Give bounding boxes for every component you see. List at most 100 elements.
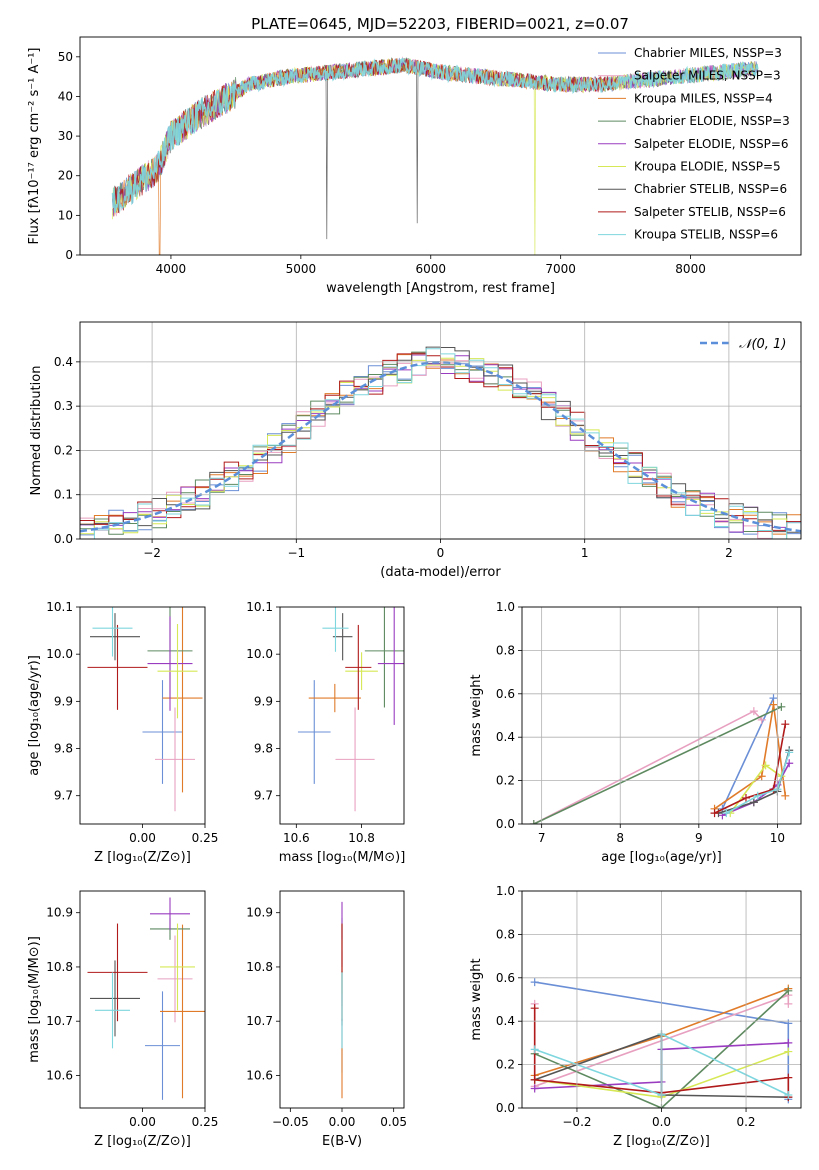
weight-vs-z-xtick-label: 0.0 bbox=[652, 1115, 671, 1129]
age-vs-mass-ytick-label: 9.9 bbox=[254, 694, 273, 708]
weight-vs-age-ylabel: mass weight bbox=[469, 674, 484, 756]
weight-vs-z-xlabel: Z [log₁₀(Z/Z⊙)] bbox=[613, 1134, 710, 1149]
spectrum-ylabel: Flux [fλ10⁻¹⁷ erg cm⁻² s⁻¹ A⁻¹] bbox=[27, 48, 42, 245]
weight-vs-age-series-marker bbox=[777, 702, 786, 711]
weight-vs-age-series-marker bbox=[757, 715, 766, 724]
weight-vs-z-ylabel: mass weight bbox=[469, 958, 484, 1040]
weight-vs-age-xtick-label: 9 bbox=[695, 831, 703, 845]
mass-vs-ebv-xtick-label: 0.00 bbox=[329, 1115, 356, 1129]
weight-vs-z-series-marker bbox=[784, 999, 793, 1008]
spectrum-legend-label: Salpeter MILES, NSSP=3 bbox=[634, 69, 781, 83]
mass-vs-z-xtick-label: 0.25 bbox=[192, 1115, 219, 1129]
spectrum-xlabel: wavelength [Angstrom, rest frame] bbox=[326, 281, 555, 296]
age-vs-z-ytick-label: 9.9 bbox=[54, 694, 73, 708]
weight-vs-z-series-marker bbox=[784, 1038, 793, 1047]
weight-vs-age-series-line bbox=[714, 704, 787, 810]
age-vs-mass-xtick-label: 10.8 bbox=[348, 831, 375, 845]
weight-vs-age-ytick-label: 0.8 bbox=[496, 643, 515, 657]
weight-vs-age-series-marker bbox=[781, 791, 790, 800]
weight-vs-z-ytick-label: 0.8 bbox=[496, 927, 515, 941]
mass-vs-z-axes-frame bbox=[79, 890, 206, 1109]
residuals-ytick-label: 0.2 bbox=[54, 443, 73, 457]
age-vs-z-plot-area bbox=[87, 607, 203, 812]
weight-vs-z-axes-frame bbox=[521, 890, 802, 1109]
residuals-xtick-label: 0 bbox=[437, 546, 445, 560]
mass-vs-ebv-xtick-label: 0.05 bbox=[380, 1115, 407, 1129]
weight-vs-age-series-line bbox=[721, 697, 775, 810]
mass-vs-z-ylabel: mass [log₁₀(M/M⊙)] bbox=[27, 936, 42, 1063]
weight-vs-age-ytick-label: 1.0 bbox=[496, 600, 515, 614]
spectrum-xtick-label: 6000 bbox=[415, 262, 446, 276]
weight-vs-age-series-marker bbox=[749, 798, 758, 807]
weight-vs-z-series-marker bbox=[784, 1047, 793, 1056]
age-vs-z-xtick-label: 0.00 bbox=[129, 831, 156, 845]
age-vs-mass-ytick-label: 9.7 bbox=[254, 789, 273, 803]
weight-vs-age-plot-area bbox=[529, 694, 794, 824]
weight-vs-age-series-marker bbox=[781, 720, 790, 729]
spectrum-plot-area bbox=[111, 56, 759, 255]
age-vs-mass-ytick-label: 10.1 bbox=[246, 600, 273, 614]
spectrum-axes-frame bbox=[79, 36, 802, 256]
age-vs-mass-plot-area bbox=[297, 607, 404, 812]
weight-vs-age-series-line bbox=[725, 752, 790, 814]
weight-vs-age-series-marker bbox=[710, 809, 719, 818]
weight-vs-age-ytick-label: 0.0 bbox=[496, 817, 515, 831]
mass-vs-ebv-ytick-label: 10.9 bbox=[246, 906, 273, 920]
spectrum-series-line bbox=[112, 59, 617, 255]
weight-vs-age-series-marker bbox=[749, 707, 758, 716]
residuals-ylabel: Normed distribution bbox=[29, 366, 44, 496]
residuals-ytick-label: 0.4 bbox=[54, 355, 73, 369]
residuals-ytick-label: 0.0 bbox=[54, 532, 73, 546]
mass-vs-z-plot-area bbox=[87, 897, 205, 1100]
age-vs-mass-xlabel: mass [log₁₀(M/M⊙)] bbox=[279, 850, 406, 865]
mass-vs-z-ytick-label: 10.8 bbox=[46, 960, 73, 974]
weight-vs-age-xtick-label: 10 bbox=[770, 831, 785, 845]
spectrum-legend-label: Kroupa ELODIE, NSSP=5 bbox=[634, 160, 781, 174]
spectrum-legend-label: Chabrier ELODIE, NSSP=3 bbox=[634, 114, 790, 128]
mass-vs-ebv-ytick-label: 10.6 bbox=[246, 1068, 273, 1082]
weight-vs-z-xtick-label: 0.2 bbox=[736, 1115, 755, 1129]
mass-vs-ebv-ytick-label: 10.8 bbox=[246, 960, 273, 974]
weight-vs-age-series-marker bbox=[757, 772, 766, 781]
age-vs-z-ytick-label: 9.8 bbox=[54, 742, 73, 756]
age-vs-z-axes-frame bbox=[79, 606, 206, 825]
spectrum-xtick-label: 8000 bbox=[675, 262, 706, 276]
weight-vs-z-ytick-label: 0.6 bbox=[496, 971, 515, 985]
mass-vs-ebv-axes-frame bbox=[279, 890, 405, 1109]
weight-vs-z-series-marker bbox=[784, 1019, 793, 1028]
residuals-xtick-label: −1 bbox=[287, 546, 305, 560]
residuals-xtick-label: −2 bbox=[143, 546, 161, 560]
weight-vs-age-series-marker bbox=[761, 761, 770, 770]
age-vs-mass-ytick-label: 9.8 bbox=[254, 742, 273, 756]
age-vs-mass-xtick-label: 10.6 bbox=[283, 831, 310, 845]
weight-vs-z-ytick-label: 0.2 bbox=[496, 1058, 515, 1072]
weight-vs-z-series-marker bbox=[530, 1084, 539, 1093]
spectrum-legend-label: Chabrier STELIB, NSSP=6 bbox=[634, 182, 787, 196]
weight-vs-z-series-marker bbox=[784, 986, 793, 995]
residuals-legend-label: 𝒩(0, 1) bbox=[739, 337, 786, 352]
mass-vs-z-xlabel: Z [log₁₀(Z/Z⊙)] bbox=[94, 1134, 191, 1149]
spectrum-xtick-label: 7000 bbox=[545, 262, 576, 276]
spectrum-series-line bbox=[111, 57, 759, 214]
weight-vs-z-series-marker bbox=[530, 1075, 539, 1084]
spectrum-title: PLATE=0645, MJD=52203, FIBERID=0021, z=0… bbox=[251, 15, 629, 33]
spectrum-ytick-label: 20 bbox=[58, 169, 73, 183]
weight-vs-z-xtick-label: −0.2 bbox=[562, 1115, 591, 1129]
spectrum-series-line bbox=[112, 58, 759, 255]
weight-vs-age-series-marker bbox=[741, 793, 750, 802]
spectrum-ytick-label: 10 bbox=[58, 208, 73, 222]
spectrum-legend-label: Kroupa STELIB, NSSP=6 bbox=[634, 228, 778, 242]
residuals-ytick-label: 0.3 bbox=[54, 399, 73, 413]
spectrum-legend-label: Chabrier MILES, NSSP=3 bbox=[634, 46, 782, 60]
age-vs-z-ylabel: age [log₁₀(age/yr)] bbox=[27, 655, 42, 776]
mass-vs-ebv-xlabel: E(B-V) bbox=[322, 1134, 362, 1149]
residuals-xtick-label: 1 bbox=[581, 546, 589, 560]
mass-vs-ebv-ytick-label: 10.7 bbox=[246, 1014, 273, 1028]
mass-vs-ebv-xtick-label: −0.05 bbox=[272, 1115, 309, 1129]
spectrum-legend-label: Salpeter ELODIE, NSSP=6 bbox=[634, 137, 789, 151]
residuals-xlabel: (data-model)/error bbox=[380, 565, 501, 580]
weight-vs-z-series-marker bbox=[784, 1090, 793, 1099]
age-vs-mass-ytick-label: 10.0 bbox=[246, 647, 273, 661]
age-vs-z-ytick-label: 9.7 bbox=[54, 789, 73, 803]
